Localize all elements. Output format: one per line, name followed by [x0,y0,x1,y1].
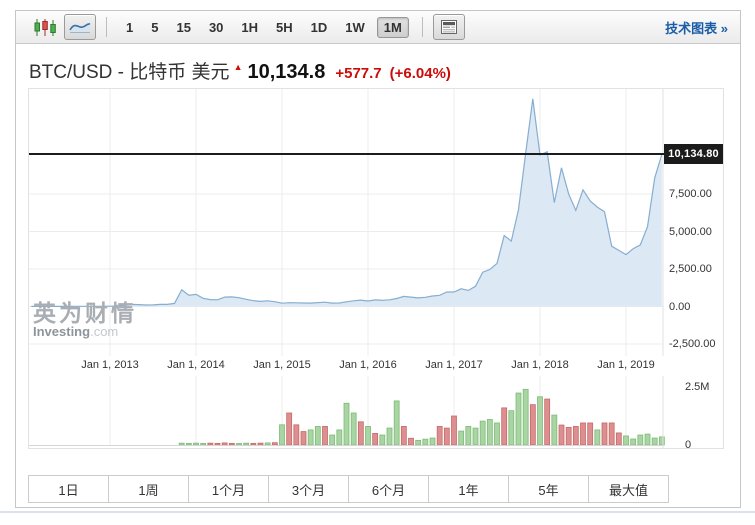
interval-30[interactable]: 30 [208,19,224,35]
chart-widget: 1 5 15 30 1H 5H 1D 1W 1M 技术图表 » BTC/USD - 比特币 美元… [15,10,741,508]
date-axis-label: Jan 1, 2015 [253,359,311,371]
interval-1D[interactable]: 1D [310,19,328,35]
volume-axis-label: 2.5M [685,381,710,393]
volume-bar-chart[interactable] [29,376,723,448]
date-axis-label: Jan 1, 2016 [339,359,397,371]
range-button-2[interactable]: 1周 [108,476,188,502]
line-chart-icon [69,23,91,33]
date-axis-label: Jan 1, 2019 [597,359,655,371]
chart-toolbar: 1 5 15 30 1H 5H 1D 1W 1M 技术图表 » [16,11,740,44]
current-price-tag: 10,134.80 [664,144,723,164]
price-axis-label: -2,500.00 [669,338,716,350]
instrument-header: BTC/USD - 比特币 美元 ▲ 10,134.8 +577.7 (+6.0… [29,57,459,84]
interval-5[interactable]: 5 [151,19,159,35]
range-button-bar: 1日 1周 1个月 3个月 6个月 1年 5年 最大值 [28,475,669,503]
range-button-5[interactable]: 6个月 [348,476,428,502]
last-price: 10,134.8 [247,61,326,83]
price-axis-label: 0.00 [669,300,691,313]
toolbar-separator [106,17,107,37]
range-button-6[interactable]: 1年 [428,476,508,502]
range-button-7[interactable]: 5年 [508,476,588,502]
interval-group: 1 5 15 30 1H 5H 1D 1W 1M [117,16,412,38]
candlestick-icon [34,18,56,36]
price-area-chart[interactable] [29,89,723,356]
price-axis-label: 7,500.00 [669,188,712,200]
price-axis-label: 2,500.00 [669,263,712,275]
current-price-line [29,153,723,155]
chart-area: 英为财情 Investing.com 10,134.80 7,500.00 5,0… [28,88,724,451]
candlestick-chart-button[interactable] [32,16,58,38]
date-axis-label: Jan 1, 2013 [81,359,139,371]
line-chart-button[interactable] [64,14,96,40]
price-change-percent: (+6.04%) [389,65,451,82]
chart-panel-button[interactable] [432,14,465,40]
interval-1W[interactable]: 1W [345,19,365,35]
volume-axis-label: 0 [685,439,692,451]
technical-chart-link[interactable]: 技术图表 » [665,20,728,36]
page-divider [0,511,755,513]
date-axis-label: Jan 1, 2018 [511,359,569,371]
chart-panel-icon [440,20,457,34]
interval-1H[interactable]: 1H [241,19,259,35]
interval-5H[interactable]: 5H [276,19,293,35]
interval-1[interactable]: 1 [126,19,134,35]
price-change: +577.7 [335,65,382,82]
instrument-title: BTC/USD - 比特币 美元 [29,62,230,83]
price-up-arrow-icon: ▲ [233,62,243,72]
interval-1M[interactable]: 1M [376,16,409,38]
range-button-4[interactable]: 3个月 [268,476,348,502]
price-axis-label: 5,000.00 [669,225,712,238]
toolbar-separator [421,17,423,37]
interval-15[interactable]: 15 [176,19,191,35]
range-button-3[interactable]: 1个月 [188,476,268,502]
date-axis-label: Jan 1, 2014 [167,359,225,371]
range-button-1[interactable]: 1日 [58,482,79,498]
date-axis-label: Jan 1, 2017 [425,359,483,371]
range-button-8[interactable]: 最大值 [588,476,668,502]
